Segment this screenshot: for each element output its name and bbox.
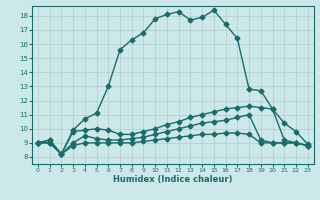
X-axis label: Humidex (Indice chaleur): Humidex (Indice chaleur) <box>113 175 233 184</box>
